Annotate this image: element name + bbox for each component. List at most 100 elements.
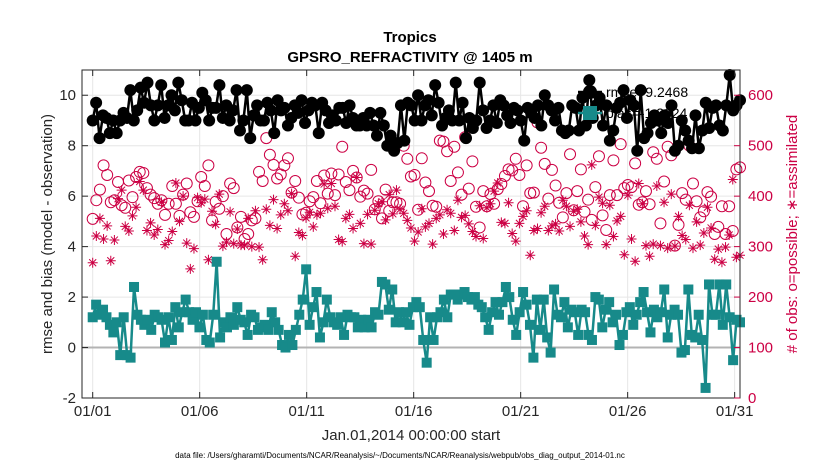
obs-possible-point-98 [441,145,454,158]
obs-possible-point-155 [647,146,660,159]
rmse-point-43 [233,124,246,137]
obs-assimilated-point-97 [438,229,449,239]
bias-point-125 [518,287,529,298]
bias-point-63 [304,319,315,330]
legend-rmse: rmse=9.2468 [606,84,688,100]
bias-point-14 [135,314,146,325]
obs-possible-point-31 [198,180,211,193]
obs-possible-point-93 [423,185,436,198]
rmse-point-84 [374,106,387,119]
bias-point-4 [101,312,112,323]
obs-assimilated-point-94 [427,239,438,250]
obs-assimilated-point-80 [376,196,387,207]
bias-point-145 [586,334,597,345]
obs-assimilated-point-96 [434,209,445,220]
right-tick-label-4: 400 [748,188,773,205]
bias-point-133 [545,347,556,358]
rmse-point-24 [168,104,181,117]
obs-assimilated-point-68 [333,234,344,245]
obs-assimilated-point-135 [575,216,586,227]
obs-assimilated-point-3 [98,234,109,245]
obs-possible-point-135 [574,163,587,176]
obs-possible-point-90 [412,203,425,216]
obs-assimilated-point-118 [514,218,525,229]
obs-assimilated-point-19 [156,197,167,208]
bias-point-154 [617,329,628,340]
rmse-point-40 [223,114,236,127]
rmse-point-158 [627,99,640,112]
rmse-point-171 [672,139,685,152]
bias-point-36 [211,256,222,267]
obs-assimilated-point-166 [687,243,698,254]
obs-possible-point-38 [224,177,237,190]
obs-possible-point-108 [477,185,490,198]
obs-possible-point-117 [509,152,522,165]
rmse-point-96 [415,114,428,127]
obs-possible-point-169 [697,205,710,218]
obs-assimilated-point-92 [420,221,431,232]
obs-possible-point-67 [328,189,341,202]
obs-assimilated-point-8 [116,185,127,196]
obs-assimilated-point-16 [145,217,156,228]
rmse-point-19 [151,99,164,112]
obs-assimilated-point-104 [463,218,474,229]
rmse-point-126 [518,134,531,147]
rmse-point-62 [299,116,312,129]
bias-point-136 [555,312,566,323]
bias-point-106 [452,294,463,305]
rmse-point-100 [429,79,442,92]
obs-assimilated-point-62 [311,209,322,220]
bias-point-181 [710,309,721,320]
obs-assimilated-point-112 [492,178,503,189]
bias-point-3 [98,304,109,315]
obs-possible-point-132 [564,148,577,161]
bias-point-21 [160,337,171,348]
obs-possible-point-173 [712,220,725,233]
x-tick-label-6: 01/31 [716,403,754,420]
obs-possible-point-154 [643,198,656,211]
obs-assimilated-point-29 [192,192,203,203]
rmse-point-106 [449,76,462,89]
obs-assimilated-point-117 [510,236,521,247]
bias-point-97 [421,357,432,368]
obs-assimilated-point-31 [199,194,210,205]
rmse-point-149 [597,119,610,132]
bias-point-164 [652,312,663,323]
rmse-point-109 [460,132,473,145]
bias-point-15 [139,319,150,330]
obs-assimilated-point-78 [369,205,380,216]
bias-point-23 [166,334,177,345]
obs-assimilated-point-15 [141,225,152,236]
obs-possible-point-120 [520,159,533,172]
obs-assimilated-point-107 [474,200,485,211]
obs-assimilated-point-87 [402,215,413,226]
rmse-point-45 [240,84,253,97]
obs-assimilated-point-40 [232,223,243,234]
bias-point-123 [511,329,522,340]
obs-possible-point-168 [694,211,707,224]
obs-possible-point-1 [90,194,103,207]
y-tick-label-6: 10 [59,87,76,104]
bias-point-94 [411,297,422,308]
obs-possible-point-140 [592,150,605,163]
obs-possible-point-144 [607,154,620,167]
obs-assimilated-point-63 [315,208,326,219]
x-tick-label-3: 01/16 [395,403,433,420]
bias-point-108 [459,287,470,298]
obs-assimilated-point-85 [395,204,406,215]
bias-point-157 [628,319,639,330]
y-axis-ticks: -2 0 2 4 6 8 10 [59,87,88,407]
rmse-point-113 [473,76,486,89]
bias-point-34 [204,337,215,348]
rmse-point-151 [603,134,616,147]
obs-possible-point-27 [184,206,197,219]
obs-assimilated-point-28 [188,243,199,254]
x-tick-label-0: 01/01 [74,403,112,420]
legend-bias-marker [583,106,597,120]
obs-possible-point-177 [726,224,739,237]
bias-point-184 [721,279,732,290]
obs-possible-point-51 [271,172,284,185]
obs-assimilated-point-44 [246,241,257,252]
y-tick-label-4: 6 [68,188,76,205]
rmse-point-118 [490,116,503,129]
